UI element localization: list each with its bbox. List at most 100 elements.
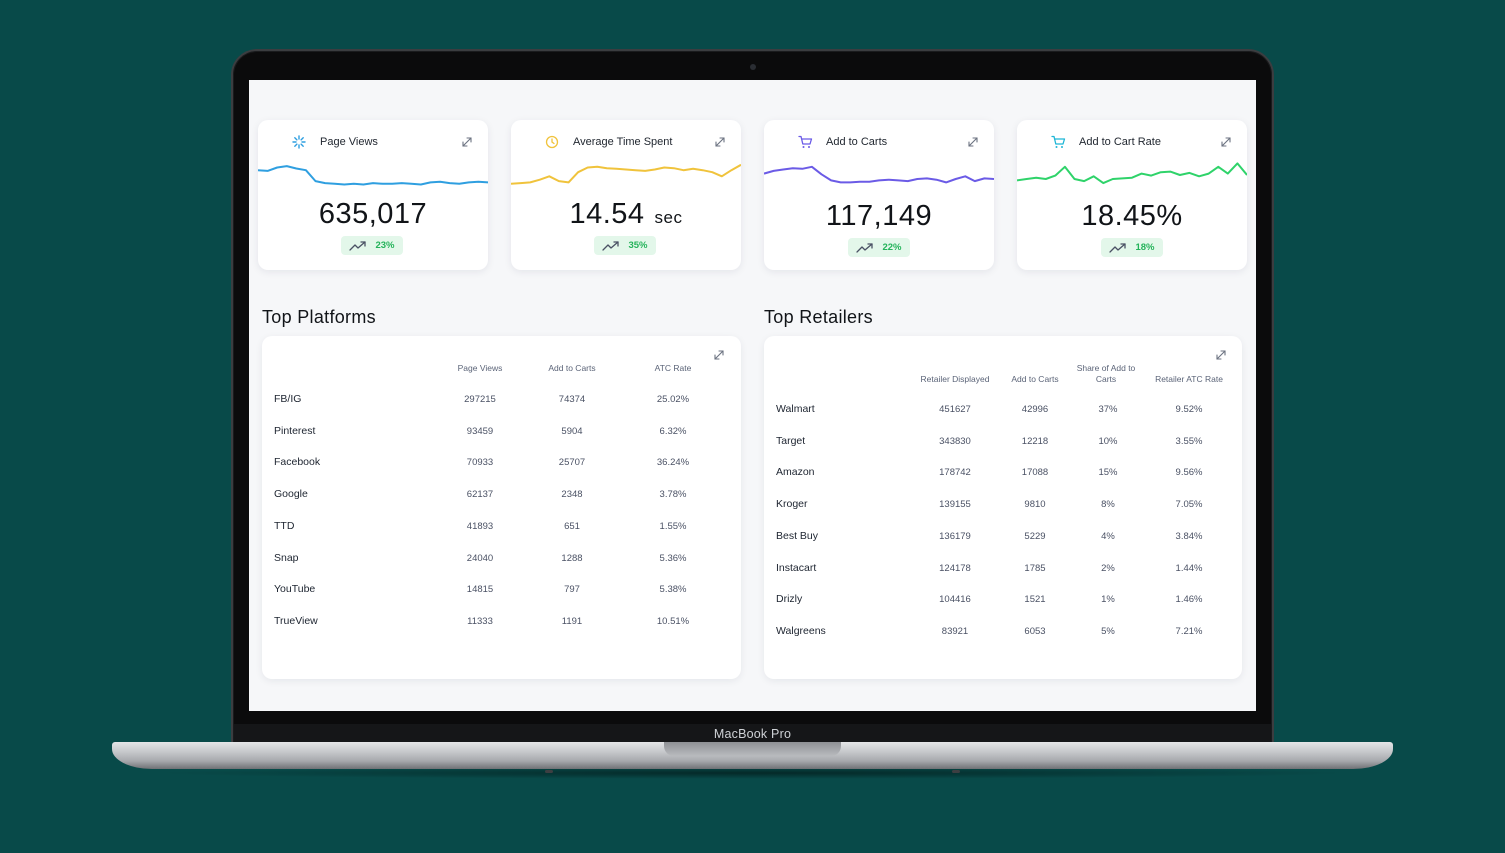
table-cell: 10%	[1098, 435, 1118, 447]
table-cell: 797	[564, 584, 580, 596]
table-cell: 37%	[1098, 404, 1118, 415]
device-brand: MacBook Pro	[713, 727, 792, 741]
table-cell: 93459	[466, 425, 494, 437]
table-cell: 1521	[1024, 594, 1046, 606]
table-row-label: FB/IG	[274, 393, 302, 405]
table-cell: 9.52%	[1175, 404, 1203, 415]
camera	[750, 64, 756, 70]
trend-badge: 22%	[848, 238, 910, 257]
dashboard-screen: Page Views 635,017 23% Average Time Spen…	[249, 80, 1256, 711]
table-cell: 1.46%	[1175, 594, 1203, 606]
table-row-label: Facebook	[274, 456, 321, 469]
kpi-title: Page Views	[320, 136, 378, 148]
kpi-card-add-to-cart-rate: Add to Cart Rate 18.45% 18%	[1017, 120, 1247, 270]
expand-icon[interactable]	[1220, 136, 1232, 148]
table-cell: 74374	[558, 394, 586, 405]
expand-icon[interactable]	[967, 136, 979, 148]
table-cell: 25707	[558, 457, 586, 469]
kpi-card-add-to-carts: Add to Carts 117,149 22%	[764, 120, 994, 270]
column-header: Page Views	[457, 363, 503, 373]
table-cell: 11333	[467, 615, 493, 627]
expand-icon[interactable]	[713, 349, 725, 361]
trending-up-icon	[856, 242, 874, 253]
table-cell: 6053	[1024, 625, 1046, 637]
table-row-label: Best Buy	[776, 529, 819, 542]
table-cell: 5%	[1101, 625, 1115, 637]
table-row-label: Target	[776, 434, 806, 447]
cart-icon	[1050, 134, 1066, 150]
table-cell: 9.56%	[1175, 467, 1203, 479]
section-title-retailers: Top Retailers	[764, 307, 873, 327]
table-cell: 1785	[1024, 562, 1046, 574]
table-cell: 7.05%	[1175, 499, 1203, 511]
table-row-label: YouTube	[274, 583, 316, 596]
table-row-label: Google	[274, 488, 308, 501]
table-cell: 25.02%	[656, 394, 690, 405]
sparkline-path	[511, 163, 741, 185]
expand-icon[interactable]	[714, 136, 726, 148]
laptop-foot	[952, 770, 960, 773]
table-cell: 1.55%	[659, 520, 687, 532]
platforms-panel: Page Views Add to Carts ATC Rate FB/IG 29721…	[262, 336, 741, 679]
trending-up-icon	[349, 240, 367, 251]
table-cell: 343830	[939, 435, 971, 447]
table-cell: 70933	[466, 457, 494, 469]
trend-percent: 23%	[375, 240, 395, 251]
table-cell: 12218	[1021, 435, 1049, 447]
table-cell: 3.78%	[659, 489, 687, 501]
table-cell: 5.38%	[659, 584, 687, 596]
table-cell: 124178	[939, 562, 971, 574]
table-cell: 8%	[1101, 499, 1115, 511]
table-cell: 5904	[561, 425, 583, 437]
laptop-notch	[664, 742, 841, 756]
expand-icon[interactable]	[461, 136, 473, 148]
table-row-label: Pinterest	[274, 424, 316, 437]
column-header: Retailer ATC Rate	[1155, 374, 1223, 384]
table-cell: 24040	[466, 552, 494, 564]
table-cell: 9810	[1024, 499, 1046, 511]
trend-percent: 35%	[628, 240, 648, 251]
table-cell: 10.51%	[656, 615, 690, 627]
table-cell: 3.55%	[1175, 435, 1203, 447]
table-cell: 2%	[1101, 562, 1115, 574]
table-cell: 4%	[1101, 530, 1115, 542]
kpi-unit: sec	[654, 208, 683, 227]
kpi-value: 14.54 sec	[569, 198, 683, 230]
kpi-card-page-views: Page Views 635,017 23%	[258, 120, 488, 270]
table-cell: 651	[564, 520, 580, 532]
table-cell: 136179	[939, 530, 971, 542]
table-cell: 17088	[1021, 467, 1049, 479]
kpi-title: Add to Carts	[826, 136, 888, 148]
table-cell: 7.21%	[1175, 625, 1203, 637]
trend-badge: 23%	[341, 236, 403, 255]
expand-icon[interactable]	[1215, 349, 1227, 361]
cart-icon	[797, 134, 813, 150]
sparkline	[1017, 162, 1247, 185]
kpi-value: 117,149	[825, 200, 933, 232]
table-cell: 451627	[939, 404, 971, 415]
laptop-foot	[545, 770, 553, 773]
kpi-title: Add to Cart Rate	[1079, 136, 1161, 148]
table-cell: 104416	[939, 594, 971, 606]
trend-percent: 22%	[882, 242, 902, 253]
kpi-card-average-time: Average Time Spent 14.54 sec 35%	[511, 120, 741, 270]
table-cell: 62137	[466, 489, 494, 501]
column-header: Add to Carts	[1011, 374, 1059, 384]
clock-icon	[544, 134, 560, 150]
column-header: ATC Rate	[654, 363, 692, 373]
trend-percent: 18%	[1135, 242, 1155, 253]
table-row-label: Walmart	[776, 403, 815, 415]
table-row-label: Amazon	[776, 466, 815, 479]
table-cell: 2348	[561, 489, 583, 501]
laptop-shadow	[150, 767, 1355, 779]
table-cell: 42996	[1021, 404, 1049, 415]
table-cell: 178742	[939, 467, 971, 479]
table-row-label: Drizly	[776, 593, 803, 606]
trending-up-icon	[1109, 242, 1127, 253]
sparkline	[764, 165, 994, 184]
sparkline	[511, 163, 741, 185]
trend-badge: 35%	[594, 236, 656, 255]
table-cell: 6.32%	[659, 425, 687, 437]
table-row-label: Kroger	[776, 498, 808, 511]
table-cell: 139155	[939, 499, 971, 511]
